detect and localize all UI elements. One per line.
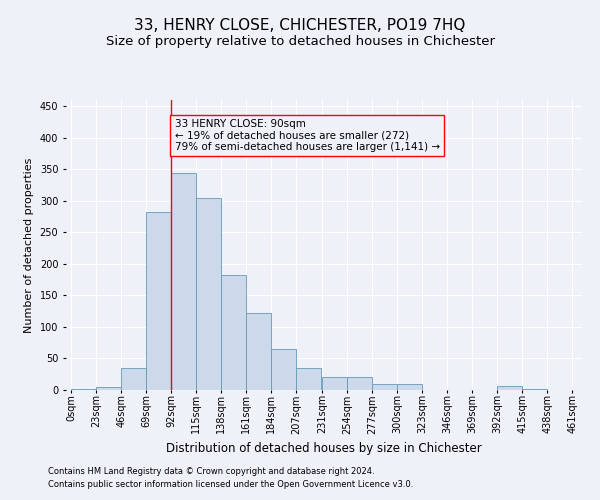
Text: Contains HM Land Registry data © Crown copyright and database right 2024.: Contains HM Land Registry data © Crown c… xyxy=(48,467,374,476)
Text: 33, HENRY CLOSE, CHICHESTER, PO19 7HQ: 33, HENRY CLOSE, CHICHESTER, PO19 7HQ xyxy=(134,18,466,32)
Bar xyxy=(347,378,373,390)
Bar xyxy=(221,274,247,390)
Bar xyxy=(322,378,347,390)
Bar xyxy=(71,388,97,390)
Bar xyxy=(271,349,296,390)
Text: Size of property relative to detached houses in Chichester: Size of property relative to detached ho… xyxy=(106,35,494,48)
Bar xyxy=(146,212,172,390)
Bar xyxy=(172,172,196,390)
Bar xyxy=(522,388,547,390)
Bar xyxy=(497,386,522,390)
Bar xyxy=(121,368,146,390)
Bar xyxy=(97,387,121,390)
X-axis label: Distribution of detached houses by size in Chichester: Distribution of detached houses by size … xyxy=(166,442,482,455)
Bar xyxy=(296,368,321,390)
Bar xyxy=(247,313,271,390)
Bar xyxy=(373,384,397,390)
Bar xyxy=(196,198,221,390)
Bar xyxy=(397,384,422,390)
Y-axis label: Number of detached properties: Number of detached properties xyxy=(24,158,34,332)
Text: 33 HENRY CLOSE: 90sqm
← 19% of detached houses are smaller (272)
79% of semi-det: 33 HENRY CLOSE: 90sqm ← 19% of detached … xyxy=(175,119,440,152)
Text: Contains public sector information licensed under the Open Government Licence v3: Contains public sector information licen… xyxy=(48,480,413,489)
